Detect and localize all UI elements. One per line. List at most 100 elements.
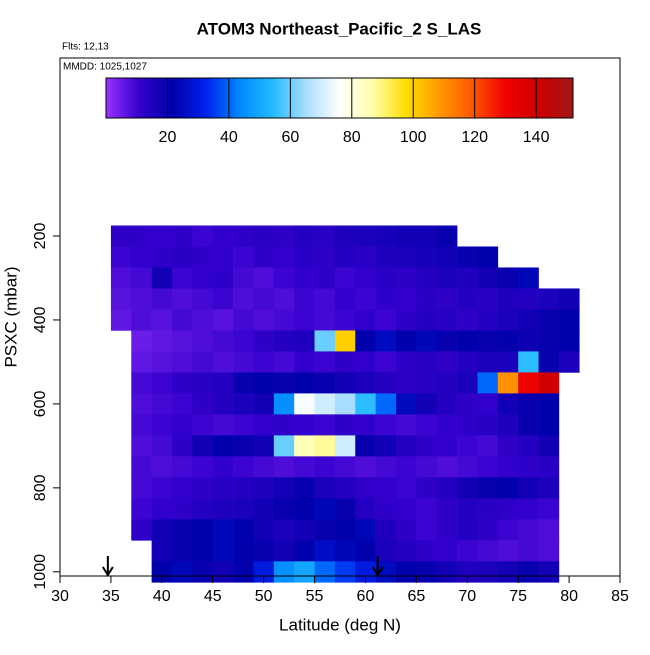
heatmap-cell xyxy=(334,288,356,310)
heatmap-cell xyxy=(436,288,458,310)
heatmap-cell xyxy=(355,393,376,415)
heatmap-cell xyxy=(436,351,458,373)
heatmap-cell xyxy=(233,414,254,436)
heatmap-cell xyxy=(436,435,458,457)
heatmap-cell xyxy=(314,540,336,562)
heatmap-cell xyxy=(375,225,397,247)
heatmap-cell xyxy=(334,225,356,247)
heatmap-cell xyxy=(375,477,397,499)
heatmap-cell xyxy=(375,498,397,520)
heatmap-cell xyxy=(477,351,499,373)
heatmap-cell xyxy=(253,372,275,394)
heatmap-cell xyxy=(131,309,152,331)
heatmap-cell xyxy=(457,330,478,352)
heatmap-cell xyxy=(172,414,193,436)
heatmap-cell xyxy=(375,309,397,331)
heatmap-cell xyxy=(172,372,193,394)
arrow xyxy=(102,556,114,577)
heatmap-cell xyxy=(294,393,315,415)
heatmap-cell xyxy=(294,351,315,373)
heatmap-cell xyxy=(396,246,417,268)
heatmap-cell xyxy=(497,435,519,457)
heatmap-cell xyxy=(233,519,254,541)
heatmap-cell xyxy=(172,267,193,289)
y-tick-label: 800 xyxy=(32,474,49,501)
heatmap-cell xyxy=(233,393,254,415)
heatmap-cell xyxy=(416,246,438,268)
heatmap-cell xyxy=(253,414,275,436)
annotation: MMDD: 1025,1027 xyxy=(63,62,147,73)
heatmap-cell xyxy=(334,372,356,394)
heatmap-cell xyxy=(436,456,458,478)
heatmap-cell xyxy=(416,330,438,352)
heatmap-cell xyxy=(273,456,295,478)
heatmap-cell xyxy=(334,351,356,373)
heatmap-cell xyxy=(151,414,173,436)
heatmap-cell xyxy=(477,246,499,268)
heatmap-cell xyxy=(131,477,152,499)
heatmap-cell xyxy=(477,519,499,541)
heatmap-cell xyxy=(314,414,336,436)
heatmap-cell xyxy=(192,288,214,310)
heatmap-cell xyxy=(375,330,397,352)
heatmap-cell xyxy=(436,225,458,247)
heatmap-cell xyxy=(538,477,560,499)
y-tick-label: 600 xyxy=(32,390,49,417)
heatmap-cell xyxy=(233,288,254,310)
heatmap-cell xyxy=(538,519,560,541)
heatmap-cell xyxy=(355,561,376,583)
heatmap-cell xyxy=(518,561,539,583)
heatmap-cell xyxy=(233,372,254,394)
heatmap-cell xyxy=(436,519,458,541)
heatmap-cell xyxy=(212,414,234,436)
heatmap-cell xyxy=(192,477,214,499)
heatmap-cell xyxy=(212,246,234,268)
heatmap-cell xyxy=(538,498,560,520)
heatmap-cell xyxy=(131,498,152,520)
heatmap-cell xyxy=(192,519,214,541)
heatmap-cell xyxy=(273,540,295,562)
heatmap-cell xyxy=(172,393,193,415)
heatmap-cell xyxy=(233,351,254,373)
heatmap-cell xyxy=(172,351,193,373)
x-axis-label: Latitude (deg N) xyxy=(279,615,401,634)
heatmap-cell xyxy=(294,309,315,331)
heatmap-cell xyxy=(518,351,539,373)
heatmap-cell xyxy=(396,519,417,541)
heatmap-cell xyxy=(273,414,295,436)
heatmap-cell xyxy=(212,519,234,541)
heatmap-cell xyxy=(253,498,275,520)
heatmap-cell xyxy=(477,330,499,352)
heatmap-cell xyxy=(334,519,356,541)
y-tick-label: 200 xyxy=(32,223,49,250)
heatmap-cell xyxy=(273,330,295,352)
x-tick-label: 75 xyxy=(509,588,527,605)
heatmap-cell xyxy=(436,372,458,394)
colorbar-tick-label: 140 xyxy=(523,129,550,146)
heatmap-cell xyxy=(172,519,193,541)
heatmap-cell xyxy=(396,414,417,436)
heatmap-cell xyxy=(334,435,356,457)
annotation: Flts: 12,13 xyxy=(62,42,109,53)
heatmap-cell xyxy=(416,393,438,415)
heatmap-cell xyxy=(457,456,478,478)
heatmap-cell xyxy=(151,267,173,289)
heatmap-cell xyxy=(212,498,234,520)
heatmap-cell xyxy=(457,519,478,541)
heatmap-cell xyxy=(110,309,132,331)
heatmap-cell xyxy=(355,288,376,310)
chart-title: ATOM3 Northeast_Pacific_2 S_LAS xyxy=(197,19,482,38)
heatmap-cell xyxy=(273,246,295,268)
heatmap-cell xyxy=(172,330,193,352)
heatmap-cell xyxy=(497,393,519,415)
heatmap-cell xyxy=(253,330,275,352)
heatmap-cell xyxy=(477,372,499,394)
heatmap-cell xyxy=(253,309,275,331)
heatmap-cell xyxy=(212,477,234,499)
heatmap-cell xyxy=(131,393,152,415)
heatmap-cell xyxy=(355,456,376,478)
heatmap-cell xyxy=(457,288,478,310)
heatmap-cell xyxy=(375,540,397,562)
y-tick-label: 1000 xyxy=(32,554,49,590)
